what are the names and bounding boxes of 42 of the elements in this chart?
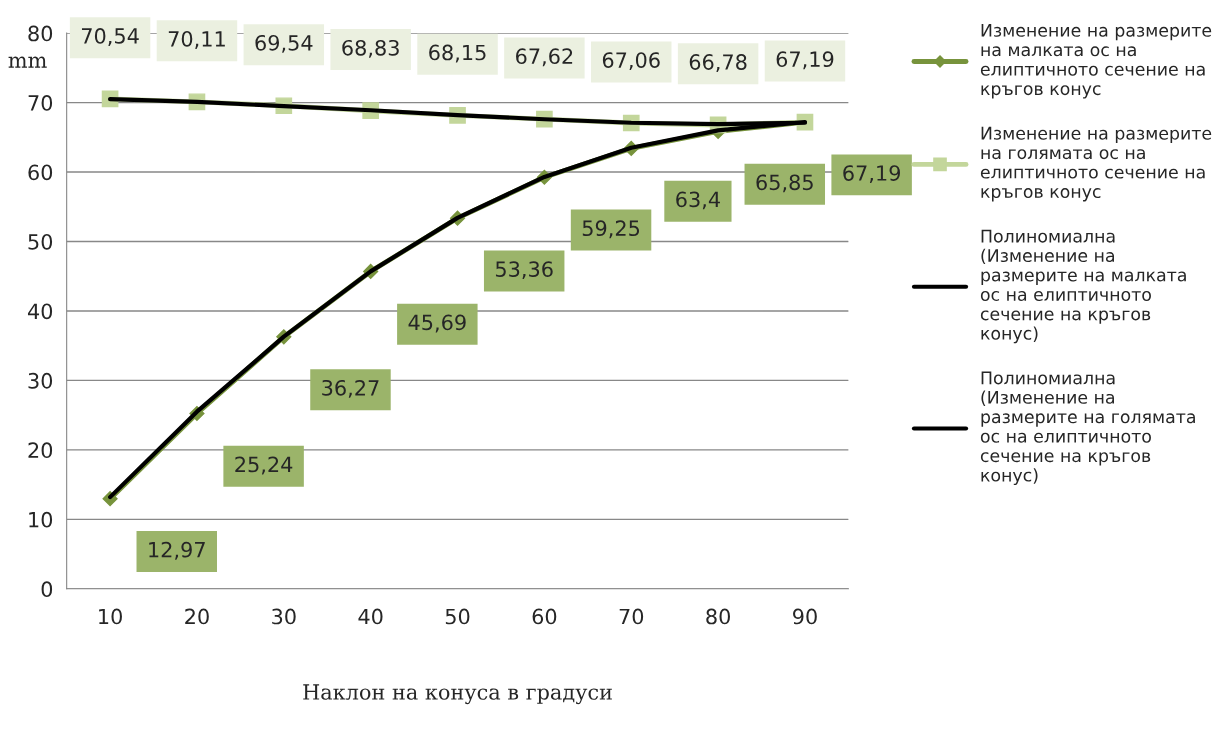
data-label: 67,62 (516, 48, 573, 67)
legend-label: Полиномиална (Изменение на размерите на голямата ос на елиптичното сечение на кръгов конус) (980, 371, 1195, 485)
data-label: 12,97 (149, 541, 205, 560)
data-label: 68,83 (342, 39, 399, 58)
x-tick-label: 70 (619, 608, 644, 625)
data-label: 67,19 (843, 165, 900, 184)
y-tick-label: 10 (29, 511, 53, 528)
y-tick-label: 80 (28, 25, 53, 42)
data-label: 68,15 (429, 44, 486, 63)
y-axis-title: mm (8, 56, 47, 68)
y-tick-label: 50 (28, 233, 53, 250)
y-tick-label: 70 (28, 95, 53, 111)
data-label: 36,27 (322, 379, 379, 398)
data-label: 65,85 (756, 174, 813, 193)
y-tick-label: 0 (41, 581, 53, 598)
x-tick-label: 20 (185, 608, 209, 625)
x-tick-label: 10 (99, 608, 122, 625)
legend-label: Изменение на размерите на малката ос на елиптичното сечение на кръгов конус (980, 23, 1212, 99)
data-label: 53,36 (495, 261, 553, 280)
x-tick-label: 90 (793, 608, 817, 625)
data-label: 67,06 (602, 52, 660, 71)
data-label: 66,78 (689, 54, 747, 73)
data-label: 25,24 (235, 456, 293, 475)
data-label: 59,25 (582, 220, 640, 239)
x-tick-label: 30 (272, 608, 296, 625)
data-label: 70,54 (81, 28, 139, 46)
x-axis-title: Наклон на конуса в градуси (303, 684, 612, 705)
y-tick-label: 40 (27, 303, 53, 320)
legend-label: Полиномиална (Изменение на размерите на малката ос на елиптичното сечение на кръгов конус) (980, 229, 1186, 344)
x-tick-label: 60 (532, 608, 557, 625)
data-label: 45,69 (408, 314, 466, 333)
data-label: 67,19 (776, 51, 834, 70)
x-tick-label: 80 (706, 608, 730, 625)
y-tick-label: 20 (28, 442, 53, 459)
data-label: 70,11 (168, 30, 225, 49)
y-tick-label: 30 (28, 372, 53, 389)
y-tick-label: 60 (28, 164, 53, 181)
x-tick-label: 40 (358, 608, 383, 625)
data-label: 69,54 (255, 34, 313, 53)
legend-label: Изменение на размерите на голямата ос на елиптичното сечение на кръгов конус (980, 126, 1212, 202)
data-label: 63,4 (676, 191, 720, 210)
x-tick-label: 50 (445, 608, 470, 625)
